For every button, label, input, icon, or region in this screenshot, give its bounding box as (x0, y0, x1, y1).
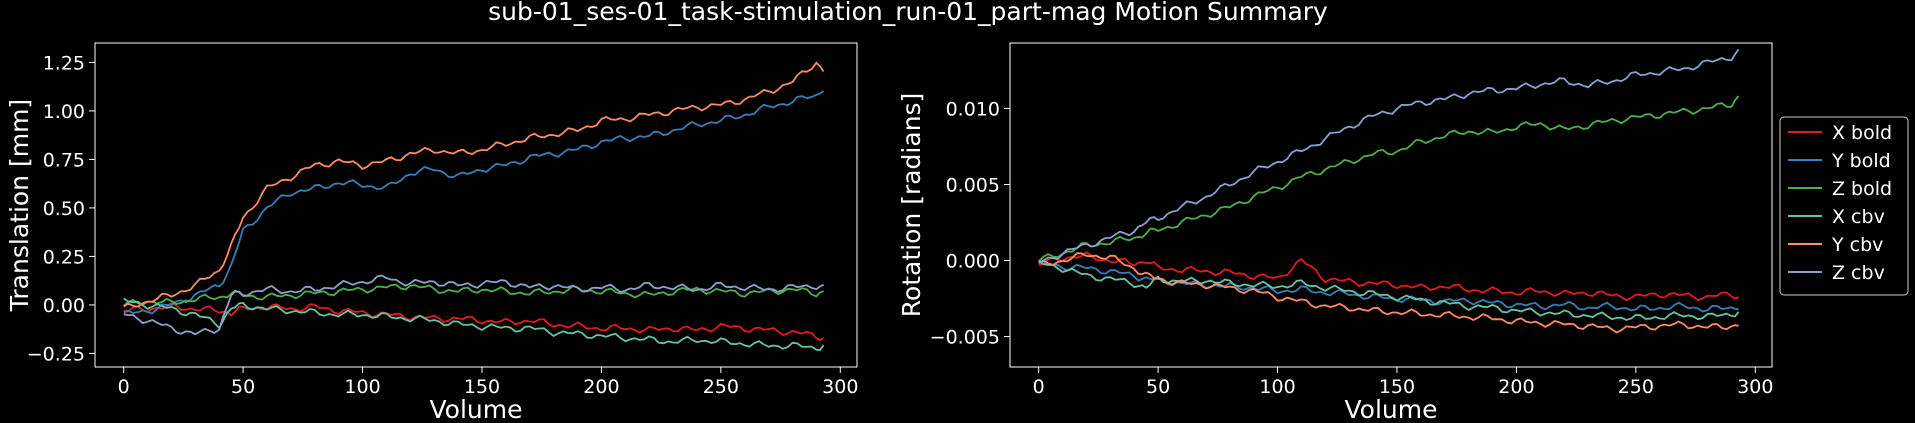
y-tick-label: 0.005 (946, 174, 1000, 196)
x-tick-label: 200 (583, 376, 619, 398)
axes-frame (1009, 42, 1773, 368)
legend-label: X bold (1832, 122, 1892, 144)
y-tick-label: 1.25 (43, 52, 85, 74)
x-tick-label: 250 (1618, 376, 1654, 398)
series-line-z-cbv (123, 274, 824, 336)
rotation-plot: 0 50 100 150 200 250 300 −0.005 0.000 0.005 0.010 V… (897, 42, 1773, 423)
legend-frame (1779, 116, 1909, 296)
series-line-y-bold (123, 90, 825, 315)
series-line-y-cbv (123, 61, 825, 308)
legend-label: X cbv (1832, 206, 1885, 228)
figure-title: sub-01_ses-01_task-stimulation_run-01_pa… (488, 0, 1328, 26)
x-tick-label: 250 (703, 376, 739, 398)
y-axis-label: Translation [mm] (5, 99, 34, 312)
x-axis-label: Volume (430, 395, 523, 423)
x-tick-label: 100 (344, 376, 380, 398)
x-tick-label: 50 (1146, 376, 1170, 398)
y-tick-label: −0.25 (27, 343, 85, 365)
x-tick-label: 50 (231, 376, 255, 398)
x-tick-label: 0 (1033, 376, 1045, 398)
series-line-y-cbv (1038, 252, 1739, 334)
legend-label: Y bold (1831, 150, 1891, 172)
y-tick-label: 0.75 (43, 149, 85, 171)
legend-label: Z cbv (1832, 262, 1885, 284)
series-line-x-bold (123, 302, 825, 342)
legend-label: Y cbv (1831, 234, 1883, 256)
y-tick-label: 0.010 (946, 98, 1000, 120)
series-line-x-cbv (1038, 260, 1740, 321)
x-tick-label: 0 (118, 376, 130, 398)
y-axis-label: Rotation [radians] (897, 93, 926, 318)
x-tick-label: 100 (1259, 376, 1295, 398)
x-axis-label: Volume (1345, 395, 1438, 423)
x-tick-label: 300 (1737, 376, 1773, 398)
translation-plot: 0 50 100 150 200 250 300 −0.25 0.00 0.25 0.50 0.75 1… (5, 42, 858, 423)
series-line-x-bold (1038, 251, 1739, 302)
y-tick-label: −0.005 (930, 327, 1000, 349)
y-tick-label: 1.00 (43, 101, 85, 123)
series-line-x-cbv (123, 297, 825, 351)
y-tick-label: 0.000 (946, 251, 1000, 273)
legend: X bold Y bold Z bold X cbv Y cbv Z cbv (1779, 116, 1909, 296)
x-tick-label: 200 (1498, 376, 1534, 398)
axes-frame (94, 42, 858, 368)
y-tick-label: 0.50 (43, 198, 85, 220)
series-line-z-bold (1038, 95, 1740, 263)
legend-label: Z bold (1832, 178, 1892, 200)
x-tick-label: 150 (464, 376, 500, 398)
series-line-z-cbv (1038, 48, 1740, 265)
y-tick-label: 0.25 (43, 246, 85, 268)
x-tick-label: 300 (822, 376, 858, 398)
y-tick-label: 0.00 (43, 295, 85, 317)
x-tick-label: 150 (1379, 376, 1415, 398)
